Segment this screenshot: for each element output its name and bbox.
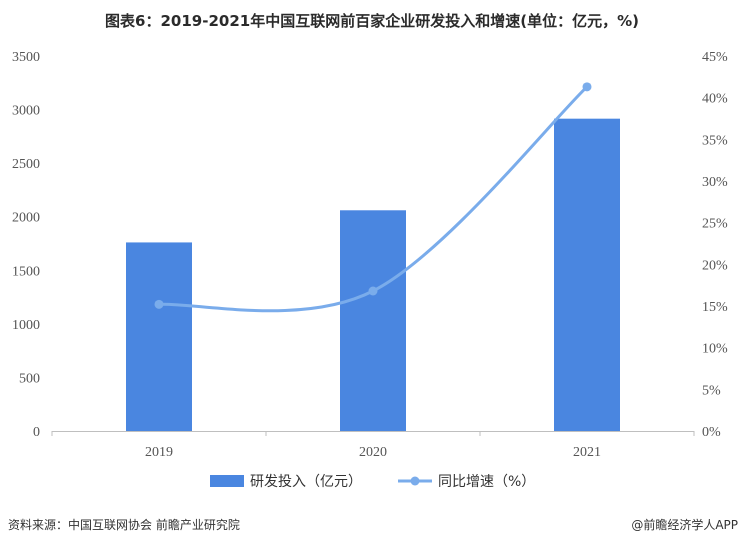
x-tick-label: 2019 [145,445,173,460]
y-right-tick-label: 10% [702,342,728,357]
y-left-tick-label: 3000 [12,104,40,119]
y-right-tick-label: 15% [702,300,728,315]
bar-series [126,118,620,431]
brand-credit: @前瞻经济学人APP [631,518,738,532]
x-tick-label: 2020 [359,445,387,460]
y-right-tick-label: 30% [702,175,728,190]
y-right-tick-label: 40% [702,92,728,107]
legend-line-label: 同比增速（%） [438,474,535,490]
line-series [154,82,592,313]
legend-bar-label: 研发投入（亿元） [250,474,362,490]
y-left-tick-label: 500 [19,371,40,386]
y-right-tick-label: 0% [702,425,721,440]
y-right-tick-label: 35% [702,133,728,148]
y-left-tick-label: 3500 [12,50,40,65]
y-right-tick-label: 25% [702,217,728,232]
legend-bar-swatch [210,475,244,487]
bar [126,242,192,431]
line-point [154,299,164,309]
bar [340,210,406,431]
y-left-tick-label: 2000 [12,211,40,226]
legend-line-marker [410,476,420,486]
y-left-tick-label: 0 [33,425,40,440]
y-left-tick-label: 1500 [12,264,40,279]
y-right-tick-label: 45% [702,50,728,65]
y-right-tick-label: 20% [702,258,728,273]
chart-title: 图表6：2019-2021年中国互联网前百家企业研发投入和增速(单位：亿元，%) [105,12,639,30]
y-left-tick-label: 1000 [12,318,40,333]
source-note: 资料来源：中国互联网协会 前瞻产业研究院 [8,518,240,532]
bar [554,118,620,431]
line-point [368,286,378,296]
legend: 研发投入（亿元） 同比增速（%） [210,474,535,490]
axes: 0 500 1000 1500 2000 2500 3000 3500 0% 5% 10% 15% 20… [12,50,728,460]
x-tick-label: 2021 [573,445,601,460]
line-point [582,82,592,92]
y-right-tick-label: 5% [702,383,721,398]
y-left-tick-label: 2500 [12,157,40,172]
